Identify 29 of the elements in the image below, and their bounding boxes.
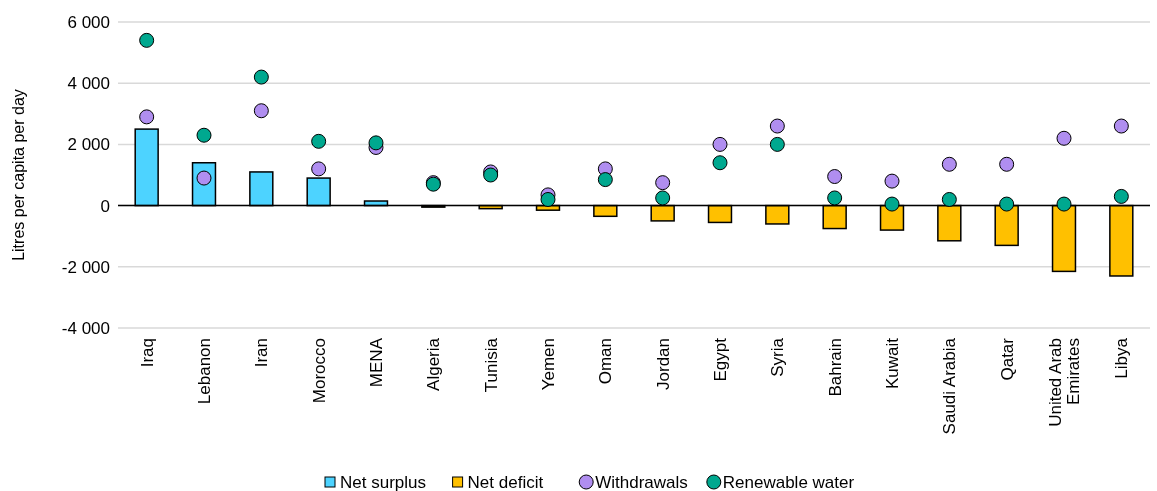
x-tick-label: Jordan bbox=[653, 338, 673, 390]
x-tick-label: Morocco bbox=[309, 338, 329, 404]
x-tick-label: Libya bbox=[1112, 337, 1132, 379]
x-tick-label: Kuwait bbox=[882, 337, 902, 390]
y-tick-label: 4 000 bbox=[67, 74, 110, 94]
x-tick-label: Egypt bbox=[710, 337, 730, 382]
y-axis-title: Litres per capita per day bbox=[10, 89, 27, 261]
x-tick-label: Saudi Arabia bbox=[940, 337, 960, 435]
x-tick-label: Lebanon bbox=[194, 338, 214, 405]
x-tick-label: United Arab Emirates bbox=[1045, 338, 1084, 427]
x-tick-label: Algeria bbox=[424, 337, 444, 391]
legend-label: Renewable water bbox=[722, 473, 855, 491]
x-tick-label: Qatar bbox=[997, 337, 1017, 381]
x-tick-label: Iran bbox=[252, 338, 272, 368]
x-tick-label: Yemen bbox=[538, 338, 558, 391]
x-tick-label: Oman bbox=[596, 338, 616, 385]
y-tick-label: 6 000 bbox=[67, 12, 110, 32]
legend-label: Net deficit bbox=[467, 473, 544, 491]
x-tick-label: Tunisia bbox=[481, 337, 501, 393]
legend-label: Withdrawals bbox=[595, 473, 688, 491]
x-tick-label: MENA bbox=[366, 337, 386, 388]
x-tick-label: Syria bbox=[768, 337, 788, 377]
y-tick-label: 2 000 bbox=[67, 135, 110, 155]
y-tick-label: -2 000 bbox=[61, 257, 110, 277]
x-tick-label: Iraq bbox=[137, 338, 157, 368]
y-tick-label: 0 bbox=[100, 196, 110, 216]
x-tick-label: Bahrain bbox=[825, 338, 845, 397]
legend-label: Net surplus bbox=[340, 473, 426, 491]
y-tick-label: -4 000 bbox=[61, 318, 110, 338]
